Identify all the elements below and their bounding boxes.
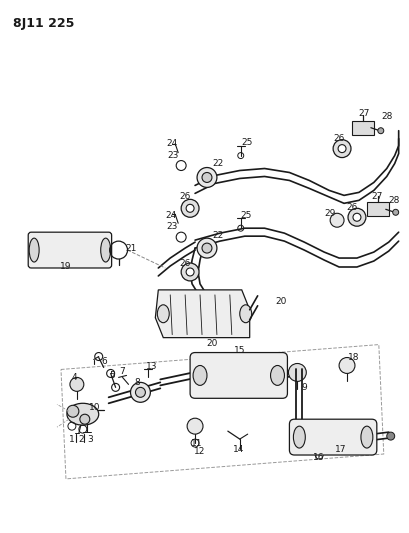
Text: 7: 7: [120, 367, 126, 376]
Circle shape: [393, 209, 399, 215]
Circle shape: [181, 199, 199, 217]
Circle shape: [197, 167, 217, 188]
Polygon shape: [155, 290, 249, 337]
Circle shape: [135, 387, 146, 397]
Text: 6: 6: [102, 357, 108, 366]
Ellipse shape: [293, 426, 305, 448]
Text: 19: 19: [60, 262, 72, 271]
Ellipse shape: [67, 403, 99, 425]
Text: 24: 24: [166, 139, 178, 148]
Circle shape: [181, 263, 199, 281]
Ellipse shape: [240, 305, 252, 322]
Text: 23: 23: [166, 222, 178, 231]
Bar: [352, 121, 374, 135]
Ellipse shape: [361, 426, 373, 448]
Text: 3: 3: [87, 434, 93, 443]
Text: 13: 13: [146, 362, 157, 371]
Text: 24: 24: [166, 211, 177, 220]
Circle shape: [288, 364, 306, 382]
Text: 17: 17: [335, 445, 347, 454]
Text: 20: 20: [206, 339, 218, 348]
Ellipse shape: [101, 238, 111, 262]
Text: 1: 1: [69, 434, 75, 443]
Text: 26: 26: [180, 259, 191, 268]
Circle shape: [186, 268, 194, 276]
Text: 22: 22: [212, 159, 224, 168]
Circle shape: [333, 140, 351, 158]
Text: 15: 15: [234, 346, 245, 355]
Text: 25: 25: [241, 138, 252, 147]
Text: 8: 8: [135, 378, 140, 387]
Circle shape: [197, 238, 217, 258]
Circle shape: [130, 382, 151, 402]
Circle shape: [202, 243, 212, 253]
Text: 29: 29: [324, 209, 336, 218]
Bar: [367, 203, 389, 216]
Circle shape: [187, 418, 203, 434]
FancyBboxPatch shape: [290, 419, 377, 455]
Text: 9: 9: [301, 383, 307, 392]
Text: 26: 26: [346, 203, 358, 212]
FancyBboxPatch shape: [28, 232, 112, 268]
FancyBboxPatch shape: [190, 352, 288, 398]
Text: 27: 27: [358, 109, 370, 118]
Text: 28: 28: [388, 196, 400, 205]
Circle shape: [353, 213, 361, 221]
Text: 11: 11: [191, 439, 203, 448]
Text: 26: 26: [333, 134, 345, 143]
Text: 8J11 225: 8J11 225: [13, 17, 75, 30]
Circle shape: [387, 432, 395, 440]
Ellipse shape: [29, 238, 39, 262]
Ellipse shape: [157, 305, 169, 322]
Text: 4: 4: [71, 373, 77, 382]
Text: 10: 10: [89, 403, 101, 412]
Text: 18: 18: [348, 353, 360, 362]
Text: 20: 20: [276, 297, 287, 306]
Ellipse shape: [270, 366, 284, 385]
Circle shape: [202, 173, 212, 182]
Text: 27: 27: [371, 192, 382, 201]
Circle shape: [338, 144, 346, 152]
Text: 14: 14: [233, 445, 245, 454]
Text: 5: 5: [110, 371, 115, 380]
Text: 21: 21: [126, 244, 137, 253]
Circle shape: [67, 405, 79, 417]
Text: 16: 16: [312, 453, 324, 462]
Text: 2: 2: [78, 434, 84, 443]
Text: 25: 25: [240, 211, 252, 220]
Circle shape: [330, 213, 344, 227]
Circle shape: [70, 377, 84, 391]
Ellipse shape: [193, 366, 207, 385]
Circle shape: [348, 208, 366, 226]
Circle shape: [80, 414, 90, 424]
Circle shape: [339, 358, 355, 374]
Text: 28: 28: [381, 112, 393, 122]
Text: 26: 26: [180, 192, 191, 201]
Text: 22: 22: [212, 231, 224, 240]
Text: 12: 12: [194, 447, 206, 456]
Circle shape: [378, 128, 384, 134]
Circle shape: [186, 204, 194, 212]
Text: 23: 23: [168, 151, 179, 160]
